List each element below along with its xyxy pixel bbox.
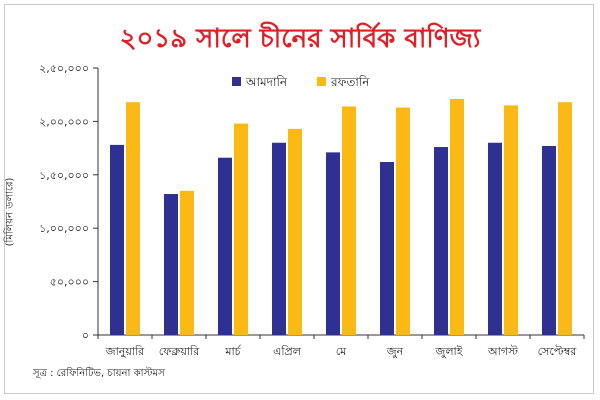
bar-export [126,102,140,336]
x-tick-label: জুন [386,345,404,358]
y-tick-label: ২,০০,০০০ [39,115,89,128]
bar-import [110,144,124,335]
y-tick-label: ১,০০,০০০ [39,222,89,235]
bar-import [434,147,448,335]
y-tick-label: ২,৫০,০০০ [39,62,89,75]
bar-import [488,142,502,335]
x-tick-label: ফেব্রুয়ারি [159,345,200,358]
chart-title: ২০১৯ সালে চীনের সার্বিক বাণিজ্য [119,24,481,54]
x-tick-label: জানুয়ারি [105,345,145,358]
legend-swatch [317,77,326,86]
bar-export [288,128,302,335]
x-tick-label: সেপ্টেম্বর [538,345,578,358]
legend-label: রফতানি [330,75,370,89]
bar-import [380,161,394,335]
axes: ০ ৫০,০০০ ১,০০,০০০ ১,৫০,০০০ ২,০০,০০০ ২,৫০,০০০ জ… [39,62,585,358]
x-tick-label: এপ্রিল [273,345,302,358]
bar-export [234,123,248,335]
bars [110,98,572,336]
x-tick-label: মে [336,345,347,358]
bar-import [218,157,232,335]
bar-export [396,107,410,336]
bar-import [164,194,178,335]
legend: আমদানি রফতানি [232,75,370,89]
y-tick-label: ০ [82,329,89,342]
x-tick-label: মার্চ [224,345,241,358]
bar-export [450,98,464,335]
bar-export [504,105,518,335]
bar-import [542,145,556,335]
source-note: সূত্র : রেফিনিটিভ, চায়না কাস্টমস [33,368,165,379]
y-tick-label: ১,৫০,০০০ [39,169,89,182]
x-tick-label: আগস্ট [487,345,519,358]
bar-export [180,190,194,335]
bar-import [272,142,286,335]
bar-export [558,102,572,336]
bar-export [342,106,356,335]
legend-label: আমদানি [245,75,288,89]
legend-swatch [232,77,241,86]
bar-import [326,152,340,335]
y-tick-label: ৫০,০০০ [50,276,89,289]
x-tick-label: জুলাই [435,345,464,358]
